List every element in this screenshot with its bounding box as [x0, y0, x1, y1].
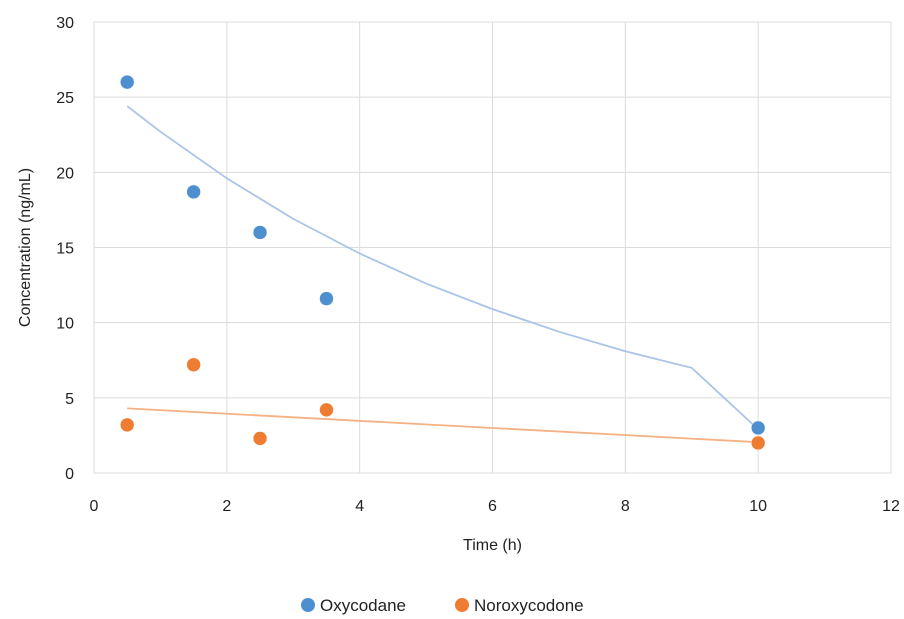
y-tick-label: 30 — [56, 15, 74, 32]
x-tick-label: 10 — [749, 498, 767, 515]
y-tick-label: 10 — [56, 316, 74, 333]
x-tick-label: 8 — [621, 498, 630, 515]
x-tick-label: 12 — [882, 498, 900, 515]
data-point-noroxycodone — [252, 431, 268, 446]
x-tick-label: 0 — [90, 498, 99, 515]
legend: Oxycodane Noroxycodone — [301, 596, 584, 615]
y-tick-label: 25 — [56, 90, 74, 107]
data-point-oxycodane — [319, 291, 334, 306]
legend-marker-noroxycodone — [455, 598, 469, 612]
data-point-oxycodane — [119, 74, 135, 90]
y-axis-title: Concentration (ng/mL) — [17, 168, 34, 327]
data-point-oxycodane — [186, 184, 201, 200]
gridlines — [93, 21, 892, 474]
data-point-oxycodane — [750, 420, 766, 436]
data-point-noroxycodone — [319, 402, 334, 418]
y-tick-label: 15 — [56, 241, 74, 258]
data-point-noroxycodone — [119, 417, 135, 433]
x-tick-label: 4 — [355, 498, 364, 515]
x-tick-label: 2 — [222, 498, 231, 515]
trendline-oxycodane — [126, 105, 759, 431]
trendline-noroxycodone — [127, 407, 759, 444]
x-axis-title: Time (h) — [463, 537, 522, 554]
y-tick-label: 5 — [65, 391, 74, 408]
legend-label-noroxycodone: Noroxycodone — [474, 596, 584, 615]
tick-labels: 0 2 4 6 8 10 12 0 5 10 15 20 25 30 — [56, 15, 900, 515]
x-tick-label: 6 — [488, 498, 497, 515]
y-tick-label: 0 — [65, 466, 74, 483]
trendlines — [126, 105, 759, 444]
legend-marker-oxycodane — [301, 598, 315, 612]
data-point-noroxycodone — [186, 357, 201, 373]
data-points — [119, 74, 766, 451]
data-point-noroxycodone — [750, 435, 766, 451]
legend-label-oxycodane: Oxycodane — [320, 596, 406, 615]
data-point-oxycodane — [252, 225, 268, 240]
y-tick-label: 20 — [56, 165, 74, 182]
